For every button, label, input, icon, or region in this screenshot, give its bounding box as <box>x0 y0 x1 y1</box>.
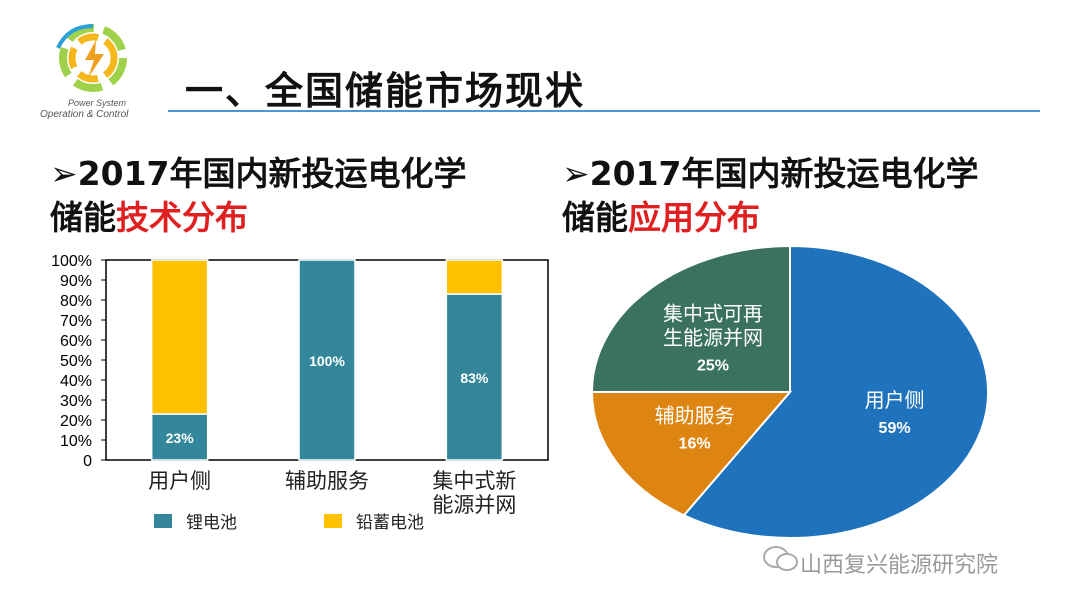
logo-text-line2: Operation & Control <box>40 109 129 120</box>
pie-slice-name: 集中式可再 <box>663 301 763 325</box>
y-tick-label: 100% <box>51 253 92 270</box>
pie-slice-percent: 59% <box>879 420 911 437</box>
y-tick-label: 50% <box>60 353 92 370</box>
right-subtitle-line1: 2017年国内新投运电化学 <box>589 154 979 193</box>
y-tick-label: 30% <box>60 393 92 410</box>
x-category-label: 能源并网 <box>432 493 516 517</box>
bullet-arrow-icon: ➢ <box>50 154 78 193</box>
bar-data-label: 83% <box>460 370 489 386</box>
y-tick-label: 60% <box>60 333 92 350</box>
legend-swatch-lead-acid <box>324 514 342 528</box>
bar-lithium <box>150 413 209 461</box>
bullet-arrow-icon: ➢ <box>562 154 590 193</box>
left-subtitle-line1: 2017年国内新投运电化学 <box>77 154 467 193</box>
bar-lithium <box>445 293 504 461</box>
logo-text-line1: Power System <box>68 98 127 108</box>
pie-slice-name: 生能源并网 <box>663 325 763 349</box>
right-subtitle-accent: 应用分布 <box>628 198 760 237</box>
pie-slice-percent: 25% <box>697 357 729 374</box>
legend-label-lithium: 锂电池 <box>186 513 237 533</box>
x-category-label: 用户侧 <box>148 469 211 493</box>
right-subtitle: ➢2017年国内新投运电化学 储能应用分布 <box>562 152 979 240</box>
x-category-label: 辅助服务 <box>285 469 369 493</box>
x-category-label: 集中式新 <box>432 469 516 493</box>
pie-slice-renewable <box>590 244 791 393</box>
bar-data-label: 23% <box>166 430 195 446</box>
left-subtitle: ➢2017年国内新投运电化学 储能技术分布 <box>50 152 467 240</box>
y-tick-label: 10% <box>60 433 92 450</box>
bar-lead-acid <box>445 259 504 295</box>
pie-slice-auxiliary <box>590 391 793 517</box>
bar-lead-acid <box>150 259 209 415</box>
y-tick-label: 90% <box>60 273 92 290</box>
left-subtitle-accent: 技术分布 <box>116 198 248 237</box>
pie-slice-user-side <box>682 244 989 539</box>
bar-data-label: 100% <box>309 353 345 369</box>
y-tick-label: 20% <box>60 413 92 430</box>
left-subtitle-prefix: 储能 <box>50 198 116 237</box>
pie-slice-percent: 16% <box>679 436 711 453</box>
watermark: 山西复兴能源研究院 <box>800 553 999 578</box>
right-subtitle-prefix: 储能 <box>562 198 628 237</box>
bar-lithium <box>298 259 356 461</box>
legend-swatch-lithium <box>154 514 172 528</box>
y-tick-label: 70% <box>60 313 92 330</box>
y-tick-label: 40% <box>60 373 92 390</box>
page-title: 一、全国储能市场现状 <box>185 69 586 113</box>
title-divider <box>168 110 1040 112</box>
wechat-icon <box>763 546 798 571</box>
y-tick-label: 0 <box>83 453 92 470</box>
y-tick-label: 80% <box>60 293 92 310</box>
legend-label-lead-acid: 铅蓄电池 <box>356 513 424 533</box>
pie-slice-name: 辅助服务 <box>655 404 735 428</box>
company-logo: Power System Operation & Control <box>38 18 168 122</box>
pie-slice-name: 用户侧 <box>865 388 925 412</box>
logo-swirl-icon <box>56 24 127 92</box>
